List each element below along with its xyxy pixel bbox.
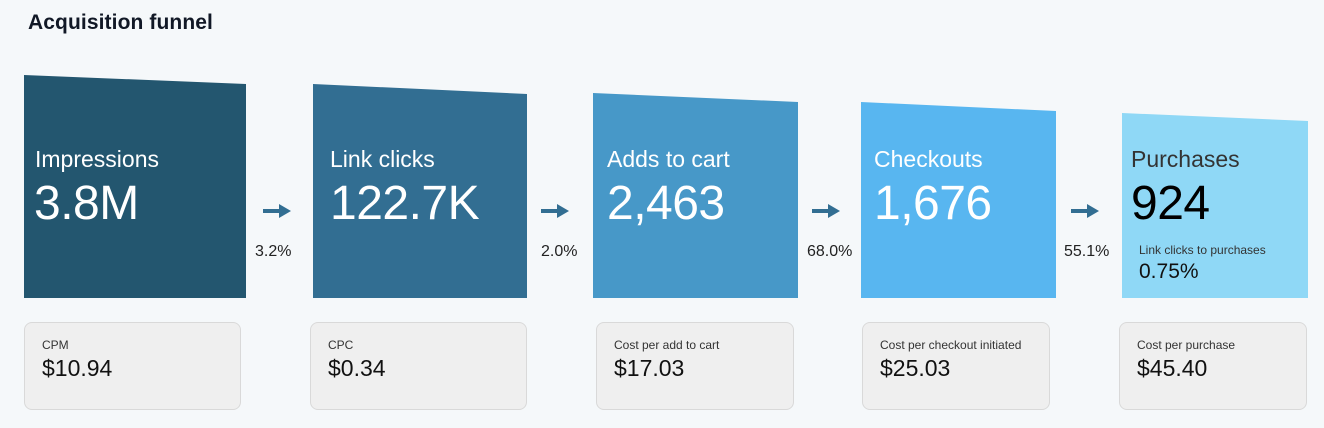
stage-label: Purchases [1131, 146, 1240, 172]
funnel-shape [1122, 113, 1308, 298]
stage-value: 1,676 [874, 177, 992, 230]
metric-card-value: $10.94 [42, 355, 113, 381]
stage-label: Adds to cart [607, 146, 730, 172]
arrow-right-icon [541, 204, 569, 218]
metric-card-value: $17.03 [614, 355, 685, 381]
stage-label: Link clicks [330, 146, 435, 172]
metric-card-label: CPM [42, 338, 69, 352]
funnel-stage-purchases[interactable]: Purchases 924 Link clicks to purchases 0… [1122, 60, 1308, 300]
metric-card-cost-per-checkout[interactable]: Cost per checkout initiated $25.03 [862, 322, 1050, 410]
conversion-rate: 55.1% [1064, 243, 1110, 260]
stage-sublabel: Link clicks to purchases [1139, 243, 1266, 257]
arrow-right-icon [263, 204, 291, 218]
metric-card-cpm[interactable]: CPM $10.94 [24, 322, 241, 410]
funnel-stage-checkouts[interactable]: Checkouts 1,676 [861, 60, 1056, 300]
stage-value: 3.8M [34, 177, 139, 230]
arrow-right-icon [1071, 204, 1099, 218]
page-title: Acquisition funnel [28, 11, 213, 34]
metric-card-value: $0.34 [328, 355, 386, 381]
funnel-shape [313, 84, 527, 298]
metric-card-label: Cost per purchase [1137, 338, 1236, 352]
funnel-shape [593, 93, 798, 298]
stage-value: 122.7K [330, 177, 480, 230]
stage-label: Impressions [35, 146, 159, 172]
metric-card-cost-per-purchase[interactable]: Cost per purchase $45.40 [1119, 322, 1307, 410]
funnel-stage-link-clicks[interactable]: Link clicks 122.7K [313, 60, 527, 300]
metric-card-value: $45.40 [1137, 355, 1208, 381]
funnel-shape [861, 102, 1056, 298]
stage-subvalue: 0.75% [1139, 260, 1199, 283]
funnel-stage-impressions[interactable]: Impressions 3.8M [24, 60, 246, 300]
metric-card-label: CPC [328, 338, 354, 352]
funnel-shape [24, 75, 246, 298]
stage-value: 924 [1131, 177, 1210, 230]
stage-value: 2,463 [607, 177, 725, 230]
conversion-rate: 3.2% [255, 243, 292, 260]
conversion-rate: 68.0% [807, 243, 853, 260]
stage-label: Checkouts [874, 146, 983, 172]
metric-card-value: $25.03 [880, 355, 951, 381]
funnel-stage-adds-to-cart[interactable]: Adds to cart 2,463 [593, 60, 798, 300]
conversion-rate: 2.0% [541, 243, 578, 260]
arrow-right-icon [812, 204, 840, 218]
metric-card-cpc[interactable]: CPC $0.34 [310, 322, 527, 410]
metric-card-cost-per-add-to-cart[interactable]: Cost per add to cart $17.03 [596, 322, 794, 410]
metric-card-label: Cost per checkout initiated [880, 338, 1022, 352]
metric-card-label: Cost per add to cart [614, 338, 720, 352]
